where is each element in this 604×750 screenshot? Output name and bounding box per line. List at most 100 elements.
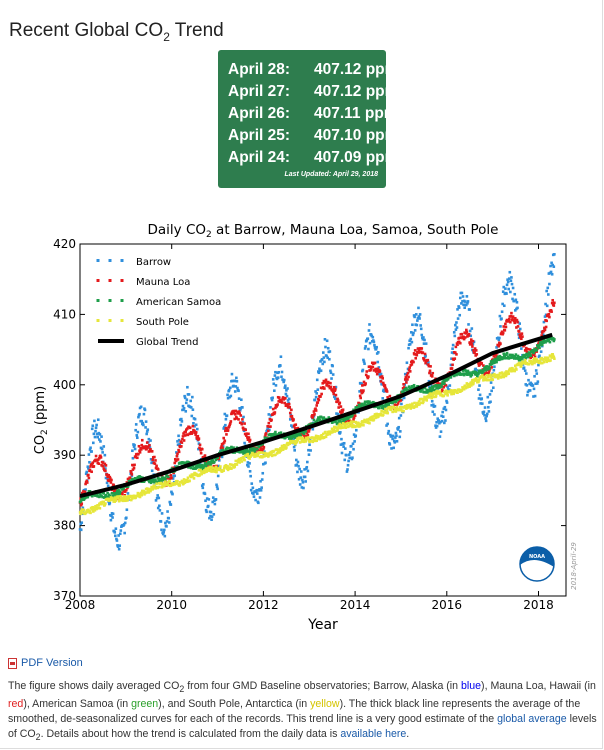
data-point (544, 302, 547, 306)
data-point (188, 426, 192, 430)
data-point (389, 408, 393, 412)
data-point (109, 518, 113, 522)
data-point (313, 413, 316, 416)
y-tick-label: 390 (53, 448, 76, 462)
data-point (487, 371, 491, 375)
data-point (382, 388, 386, 392)
x-tick-label: 2012 (248, 598, 279, 612)
data-point (314, 409, 318, 412)
data-point (367, 375, 370, 378)
data-point (306, 469, 310, 473)
data-point (488, 378, 491, 382)
data-point (319, 395, 322, 398)
data-point (216, 456, 219, 460)
data-point (412, 331, 415, 335)
data-point (323, 337, 327, 341)
data-point (455, 389, 458, 393)
data-point (485, 373, 489, 377)
data-point (511, 353, 514, 357)
data-point (191, 395, 194, 399)
data-point (276, 376, 280, 379)
data-point (528, 348, 532, 351)
data-point (184, 410, 188, 413)
data-point (126, 492, 130, 495)
data-point (359, 396, 362, 400)
data-point (95, 432, 99, 436)
data-point (509, 279, 513, 283)
data-point (288, 435, 292, 439)
pdf-version-link[interactable]: PDF Version (8, 657, 83, 669)
data-point (111, 496, 114, 500)
data-point (87, 467, 90, 470)
data-point (315, 392, 318, 395)
data-point (381, 381, 385, 385)
data-point (109, 481, 113, 484)
data-point (463, 336, 467, 339)
data-point (224, 423, 227, 427)
data-point (469, 338, 473, 341)
data-point (115, 495, 119, 498)
data-point (86, 495, 90, 499)
data-point (176, 443, 180, 447)
data-point (513, 309, 517, 312)
data-point (149, 458, 153, 461)
data-point (238, 412, 241, 415)
pdf-link-label[interactable]: PDF Version (21, 657, 83, 669)
data-point (131, 468, 135, 471)
global-trend-line (79, 332, 553, 498)
data-point (259, 489, 263, 492)
data-point (178, 442, 181, 446)
data-point (111, 516, 114, 519)
data-point (198, 473, 202, 476)
reading-row: April 24: 407.09 ppm (228, 149, 399, 166)
data-point (257, 445, 261, 449)
data-point (123, 531, 126, 535)
data-point (136, 436, 139, 440)
data-point (333, 395, 337, 399)
data-point (423, 359, 426, 362)
data-point (348, 456, 351, 460)
data-point (247, 465, 250, 468)
data-point (537, 363, 540, 367)
data-point (507, 369, 511, 372)
data-point (137, 415, 140, 419)
data-point (520, 362, 524, 365)
data-point (246, 449, 249, 452)
data-point (549, 354, 553, 358)
pdf-icon (8, 657, 17, 669)
data-point (443, 405, 447, 409)
data-point (270, 452, 273, 456)
data-point (367, 419, 370, 423)
data-point (326, 433, 329, 436)
global-average-link[interactable]: global average (497, 713, 567, 726)
data-point (391, 410, 394, 414)
data-point (169, 474, 173, 477)
data-point (436, 381, 440, 384)
data-point (412, 383, 416, 387)
data-point (200, 472, 203, 476)
data-point (301, 436, 305, 440)
data-point (475, 369, 479, 372)
data-point (133, 447, 137, 451)
data-point (313, 436, 317, 439)
data-point (324, 430, 327, 434)
data-point (264, 461, 267, 465)
data-point (474, 367, 477, 371)
data-point (373, 413, 377, 416)
data-point (438, 390, 442, 393)
data-point (176, 479, 179, 483)
data-point (408, 403, 412, 407)
data-point (386, 411, 389, 415)
available-here-link[interactable]: available here (340, 728, 407, 741)
data-point (499, 342, 502, 345)
data-point (434, 394, 438, 398)
data-point (371, 415, 375, 418)
data-point (292, 445, 296, 449)
data-point (378, 374, 382, 377)
data-point (375, 345, 378, 349)
data-point (111, 492, 114, 495)
data-point (251, 486, 255, 490)
x-tick-label: 2010 (156, 598, 187, 612)
data-point (536, 382, 539, 385)
data-point (204, 499, 207, 503)
